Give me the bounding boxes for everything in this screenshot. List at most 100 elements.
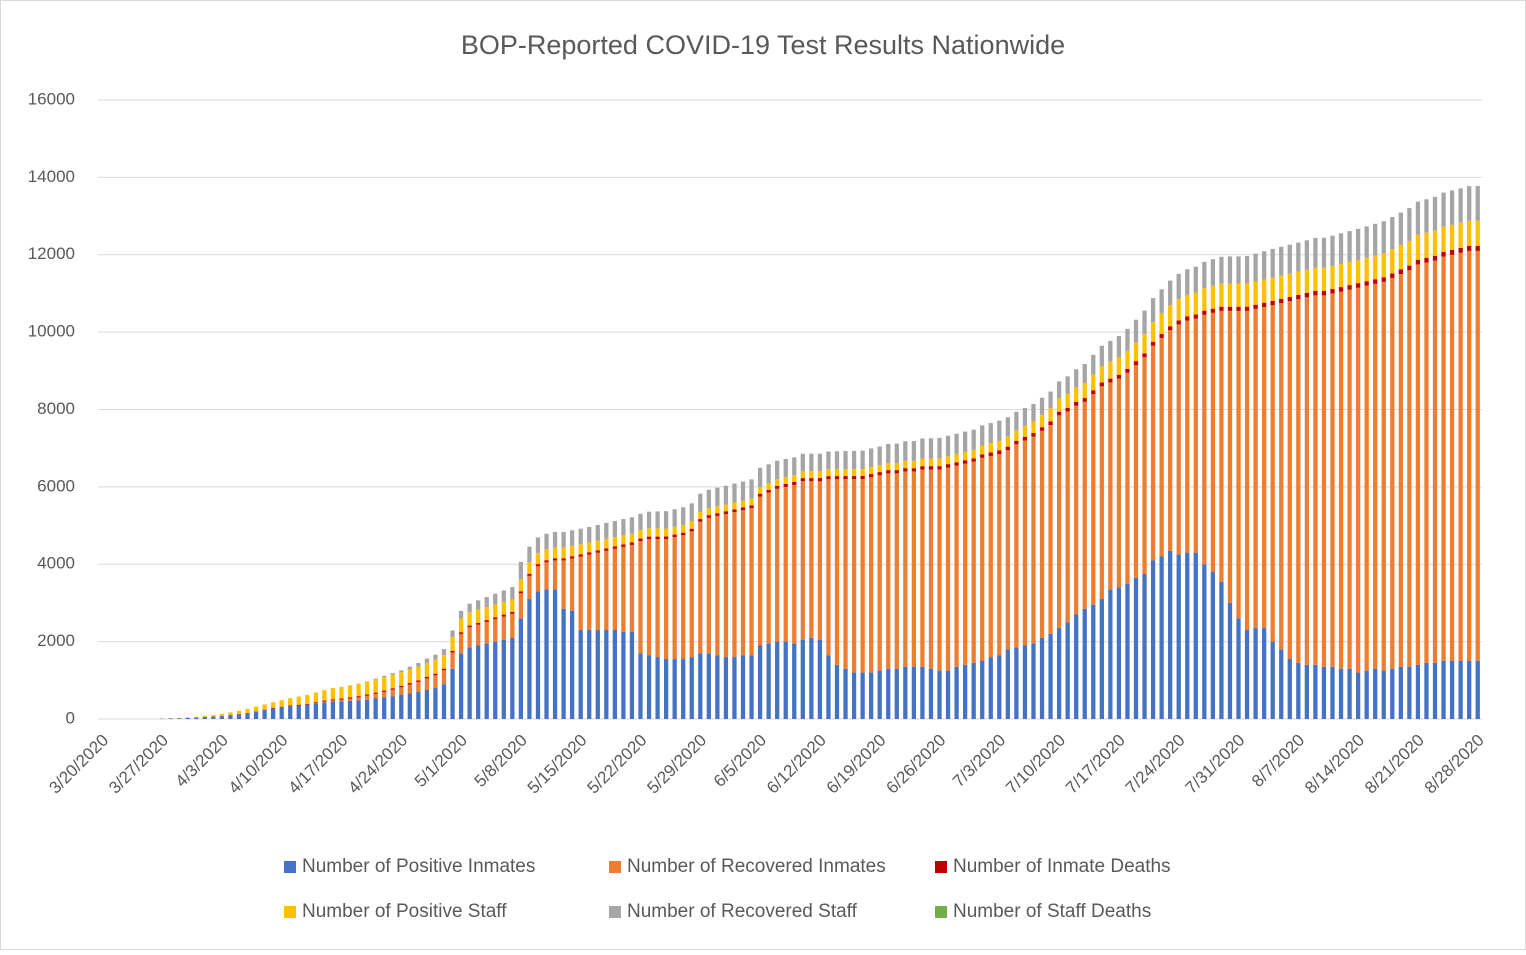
bar-segment bbox=[801, 471, 805, 478]
bar-segment bbox=[1390, 278, 1394, 669]
bar-segment bbox=[408, 693, 412, 719]
bar-segment bbox=[399, 672, 403, 686]
bar-segment bbox=[1416, 202, 1420, 235]
bar-segment bbox=[1194, 267, 1198, 293]
bar-segment bbox=[570, 611, 574, 719]
bar-segment bbox=[1253, 309, 1257, 628]
bar-segment bbox=[912, 441, 916, 461]
bar-segment bbox=[425, 677, 429, 679]
bar-segment bbox=[903, 471, 907, 666]
bar-segment bbox=[374, 679, 378, 692]
bar-segment bbox=[1117, 336, 1121, 357]
bar-segment bbox=[382, 677, 386, 691]
bar-segment bbox=[519, 562, 523, 579]
bar-segment bbox=[1476, 661, 1480, 719]
bar-segment bbox=[348, 701, 352, 719]
bar-segment bbox=[553, 547, 557, 558]
bar-segment bbox=[1279, 299, 1283, 303]
bar-segment bbox=[1211, 286, 1215, 309]
bar-segment bbox=[912, 667, 916, 719]
bar-segment bbox=[664, 511, 668, 528]
bar-segment bbox=[878, 465, 882, 472]
bar-segment bbox=[1467, 251, 1471, 661]
bar-segment bbox=[1313, 295, 1317, 664]
bar-segment bbox=[1459, 253, 1463, 661]
bar-segment bbox=[544, 589, 548, 719]
bar-segment bbox=[775, 479, 779, 486]
bar-segment bbox=[1399, 245, 1403, 269]
bar-segment bbox=[399, 687, 403, 695]
bar-segment bbox=[835, 665, 839, 719]
bar-segment bbox=[920, 439, 924, 459]
bar-segment bbox=[929, 438, 933, 458]
bar-segment bbox=[1382, 277, 1386, 282]
bar-segment bbox=[681, 659, 685, 719]
bar-segment bbox=[544, 534, 548, 549]
bar-segment bbox=[1424, 663, 1428, 719]
bar-segment bbox=[878, 472, 882, 475]
bar-segment bbox=[527, 562, 531, 574]
bar-segment bbox=[527, 547, 531, 562]
bar-segment bbox=[1245, 256, 1249, 283]
bar-segment bbox=[767, 483, 771, 490]
bar-segment bbox=[1373, 256, 1377, 280]
bar-segment bbox=[536, 553, 540, 564]
bar-segment bbox=[724, 511, 728, 514]
bar-segment bbox=[1014, 444, 1018, 647]
bar-segment bbox=[954, 667, 958, 719]
bar-segment bbox=[1424, 262, 1428, 662]
bar-segment bbox=[1125, 329, 1129, 351]
bar-segment bbox=[1151, 560, 1155, 719]
bar-segment bbox=[1424, 199, 1428, 232]
bar-segment bbox=[647, 539, 651, 655]
bar-segment bbox=[1142, 353, 1146, 357]
bar-segment bbox=[1365, 286, 1369, 671]
bar-segment bbox=[596, 553, 600, 630]
bar-segment bbox=[348, 697, 352, 698]
bar-segment bbox=[860, 469, 864, 476]
bar-segment bbox=[1091, 394, 1095, 605]
bar-segment bbox=[450, 631, 454, 638]
bar-segment bbox=[1450, 661, 1454, 719]
bar-segment bbox=[314, 702, 318, 703]
bar-segment bbox=[912, 461, 916, 468]
bar-segment bbox=[1006, 450, 1010, 649]
bar-segment bbox=[929, 466, 933, 469]
bar-segment bbox=[1296, 295, 1300, 299]
bar-segment bbox=[1151, 322, 1155, 342]
bar-segment bbox=[485, 622, 489, 644]
bar-segment bbox=[1288, 297, 1292, 301]
bar-segment bbox=[903, 461, 907, 468]
bar-segment bbox=[801, 454, 805, 472]
bar-segment bbox=[203, 716, 207, 717]
y-tick-label: 4000 bbox=[37, 554, 75, 573]
bar-segment bbox=[1279, 247, 1283, 276]
bar-segment bbox=[510, 612, 514, 614]
bar-segment bbox=[655, 511, 659, 528]
bar-segment bbox=[613, 537, 617, 546]
bar-segment bbox=[929, 469, 933, 668]
bar-segment bbox=[425, 690, 429, 719]
bar-segment bbox=[647, 512, 651, 529]
bar-segment bbox=[442, 670, 446, 684]
bar-segment bbox=[690, 529, 694, 532]
bar-segment bbox=[1262, 628, 1266, 719]
bar-segment bbox=[613, 549, 617, 630]
bar-segment bbox=[271, 702, 275, 708]
bar-segment bbox=[391, 690, 395, 697]
bar-segment bbox=[1373, 224, 1377, 256]
bar-segment bbox=[963, 464, 967, 665]
bar-segment bbox=[604, 539, 608, 548]
bar-segment bbox=[997, 441, 1001, 451]
bar-segment bbox=[220, 714, 224, 716]
bar-segment bbox=[1262, 303, 1266, 307]
y-tick-label: 8000 bbox=[37, 399, 75, 418]
bar-segment bbox=[843, 669, 847, 719]
bar-segment bbox=[1185, 269, 1189, 295]
bar-segment bbox=[989, 657, 993, 719]
bar-segment bbox=[305, 695, 309, 704]
bar-segment bbox=[519, 593, 523, 618]
bar-segment bbox=[1288, 659, 1292, 719]
bar-segment bbox=[433, 674, 437, 676]
bar-segment bbox=[280, 707, 284, 719]
